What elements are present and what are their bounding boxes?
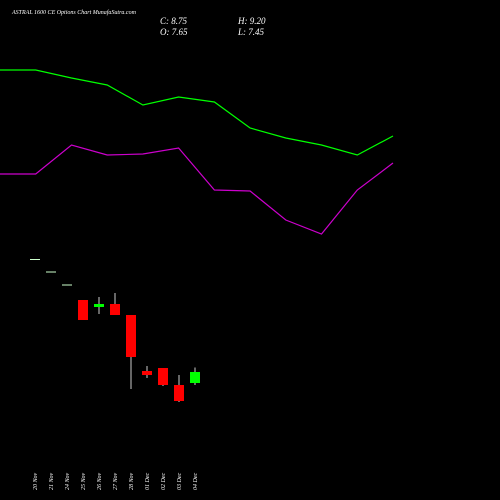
candle-body <box>174 385 184 401</box>
x-tick-label: 25 Nov <box>81 472 87 490</box>
x-tick-label: 02 Dec <box>161 473 167 490</box>
x-tick-label: 26 Nov <box>97 472 103 490</box>
x-tick-label: 01 Dec <box>145 473 151 490</box>
indicator-line <box>0 144 394 235</box>
close-label: C: 8.75 <box>160 16 188 26</box>
candle-body <box>158 368 168 385</box>
candle-body <box>78 300 88 320</box>
candle-body <box>142 371 152 375</box>
x-tick-label: 03 Dec <box>177 473 183 490</box>
x-tick-label: 24 Nov <box>64 472 71 490</box>
x-tick-label: 20 Nov <box>33 472 39 490</box>
x-tick-label: 21 Nov <box>49 472 55 490</box>
high-label: H: 9.20 <box>237 16 266 26</box>
x-tick-label: 27 Nov <box>113 472 119 490</box>
low-label: L: 7.45 <box>237 27 265 37</box>
open-label: O: 7.65 <box>160 27 188 37</box>
candle-body <box>190 372 200 383</box>
x-tick-label: 04 Dec <box>192 473 199 490</box>
indicator-line <box>0 69 394 156</box>
x-tick-label: 28 Nov <box>129 472 135 490</box>
chart-title: ASTRAL 1600 CE Options Chart MunafaSutra… <box>11 9 137 16</box>
candle-body <box>126 315 136 357</box>
candle-body <box>110 304 120 315</box>
candle-body <box>94 304 104 307</box>
